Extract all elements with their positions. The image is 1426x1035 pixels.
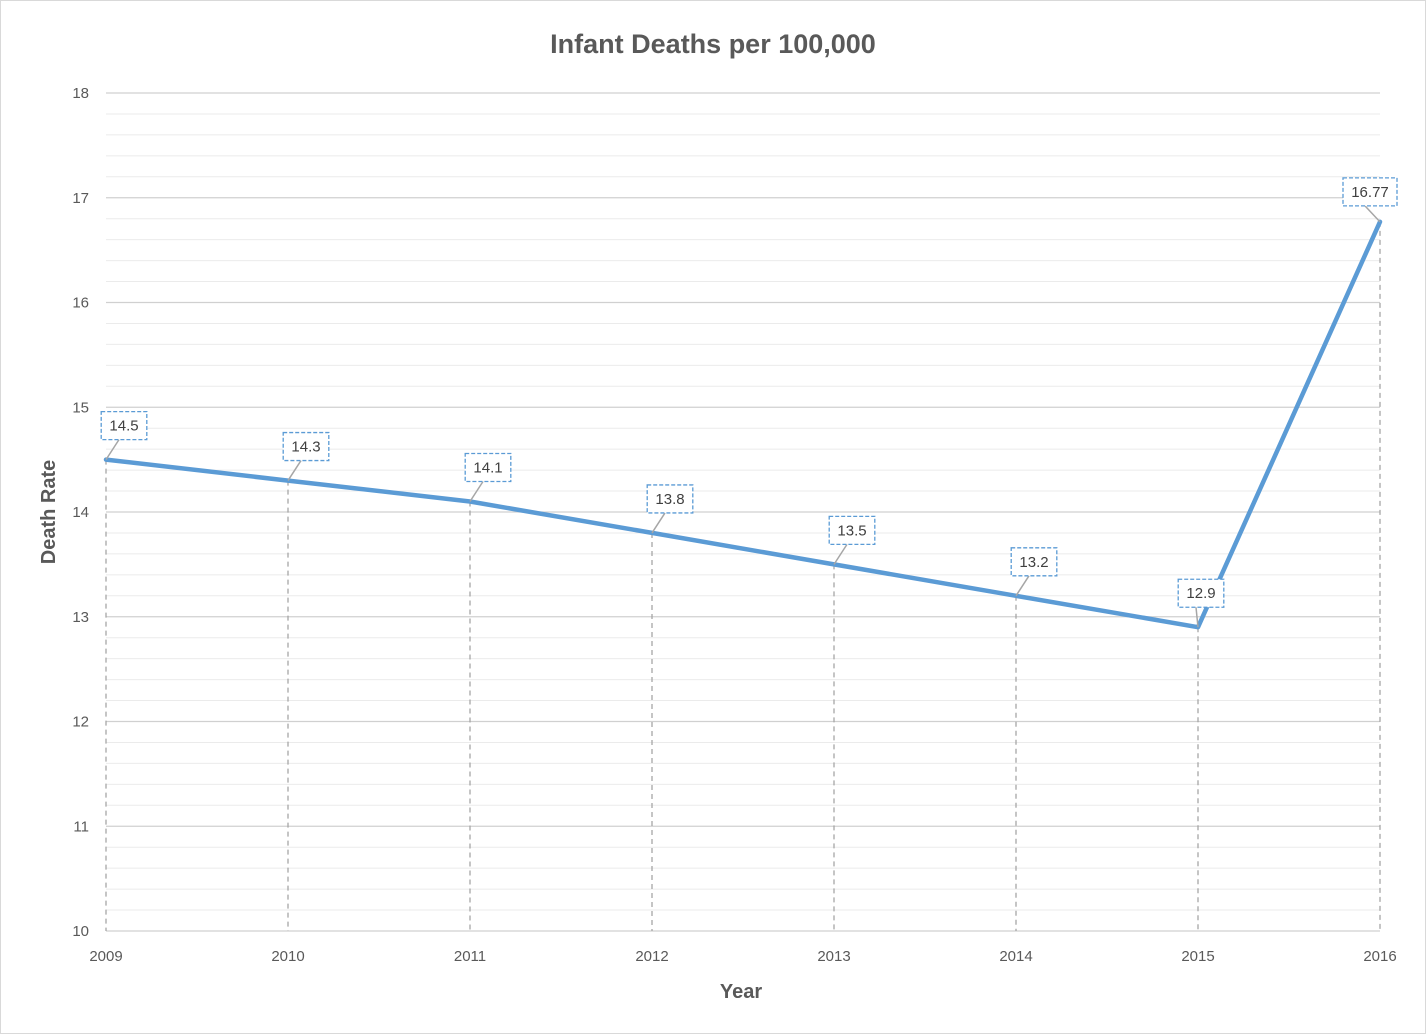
data-label: 14.1 xyxy=(464,452,512,502)
series-line-group xyxy=(103,219,1383,630)
drop-lines xyxy=(105,221,1381,931)
leader-line xyxy=(469,481,484,502)
data-label-box xyxy=(1177,578,1225,608)
data-label: 13.8 xyxy=(646,484,694,534)
x-tick-label: 2011 xyxy=(454,948,486,965)
data-label-box xyxy=(100,410,148,441)
y-tick-label: 16 xyxy=(72,295,89,312)
x-axis-tick-labels: 2009 2010 2011 2012 2013 2014 2015 2016 xyxy=(89,948,1396,965)
x-tick-label: 2010 xyxy=(271,948,304,965)
y-tick-label: 14 xyxy=(72,504,89,521)
x-tick-label: 2014 xyxy=(999,948,1032,965)
x-tick-label: 2012 xyxy=(635,948,668,965)
leader-line xyxy=(833,543,848,565)
y-tick-label: 13 xyxy=(72,609,89,626)
data-label-text: 13.5 xyxy=(837,522,866,539)
x-tick-label: 2015 xyxy=(1181,948,1214,965)
y-tick-label: 18 xyxy=(72,85,89,102)
data-label-text: 14.5 xyxy=(109,418,138,435)
data-label: 12.9 xyxy=(1177,578,1225,628)
y-axis-title: Death Rate xyxy=(38,460,60,564)
leader-line xyxy=(1364,205,1381,223)
data-label-text: 13.8 xyxy=(655,491,684,508)
leader-line xyxy=(1015,575,1030,597)
data-label-box xyxy=(1010,547,1058,577)
x-tick-label: 2009 xyxy=(89,948,122,965)
data-label: 13.2 xyxy=(1010,547,1058,597)
data-label-box xyxy=(282,431,330,462)
data-label-box xyxy=(1342,177,1398,207)
y-tick-label: 12 xyxy=(72,714,89,731)
y-tick-label: 17 xyxy=(72,190,89,207)
series-line xyxy=(103,219,1383,630)
data-label-text: 12.9 xyxy=(1186,585,1215,602)
data-labels: 14.5 14.3 14.1 13.8 13.5 13.2 12.9 16.77 xyxy=(100,177,1398,628)
data-label: 14.5 xyxy=(100,410,148,461)
leader-line xyxy=(1195,607,1199,628)
y-axis-tick-labels: 10 11 12 13 14 15 16 17 18 xyxy=(72,85,89,940)
minor-gridlines xyxy=(106,113,1380,911)
leader-line xyxy=(651,512,666,534)
data-label-text: 14.1 xyxy=(473,460,502,477)
x-tick-label: 2016 xyxy=(1363,948,1396,965)
data-label-box xyxy=(464,452,512,483)
leader-line xyxy=(287,460,302,481)
data-label-text: 13.2 xyxy=(1019,554,1048,571)
y-tick-label: 15 xyxy=(72,399,89,416)
data-label: 13.5 xyxy=(828,515,876,565)
y-tick-label: 10 xyxy=(72,923,89,940)
data-label-box xyxy=(828,515,876,546)
data-label: 16.77 xyxy=(1342,177,1398,223)
data-label-text: 14.3 xyxy=(291,439,320,456)
x-axis-title: Year xyxy=(720,981,762,1003)
leader-line xyxy=(105,439,120,461)
major-gridlines xyxy=(106,92,1380,932)
data-label-text: 16.77 xyxy=(1351,184,1389,201)
data-label: 14.3 xyxy=(282,431,330,481)
chart-title: Infant Deaths per 100,000 xyxy=(550,29,876,59)
data-label-box xyxy=(646,484,694,514)
x-tick-label: 2013 xyxy=(817,948,850,965)
y-tick-label: 11 xyxy=(73,818,89,835)
